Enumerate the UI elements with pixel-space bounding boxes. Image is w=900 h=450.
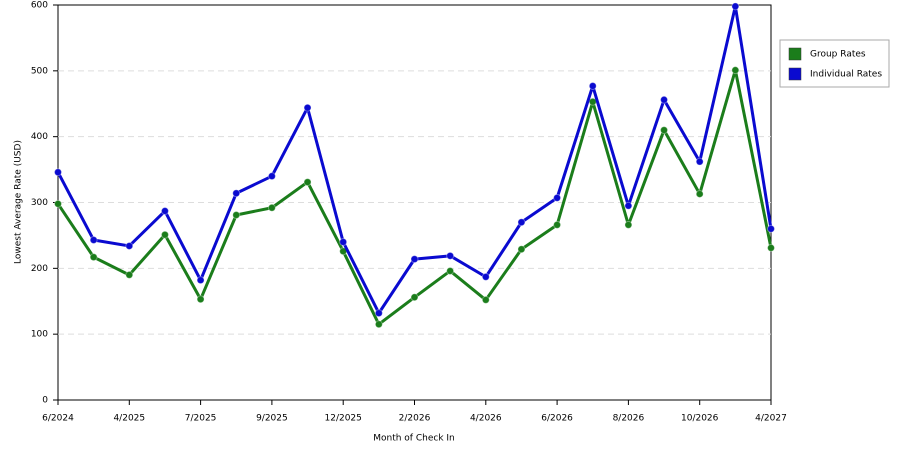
x-tick-label: 4/2026 xyxy=(470,414,502,424)
point xyxy=(89,253,98,262)
x-tick-label: 4/2025 xyxy=(113,414,145,424)
point xyxy=(517,218,526,227)
legend-swatch xyxy=(788,67,802,81)
point xyxy=(695,189,704,198)
legend-label: Individual Rates xyxy=(810,70,882,80)
point xyxy=(410,255,419,264)
point xyxy=(125,270,134,279)
point xyxy=(695,157,704,166)
point xyxy=(54,168,62,177)
point xyxy=(303,103,312,112)
point xyxy=(125,241,134,250)
x-tick-label: 7/2025 xyxy=(185,414,217,424)
x-tick-label: 8/2026 xyxy=(613,414,645,424)
point xyxy=(303,178,312,187)
point xyxy=(481,295,490,304)
point xyxy=(767,224,775,233)
point xyxy=(731,66,740,75)
point xyxy=(196,276,205,285)
point xyxy=(232,189,241,198)
point xyxy=(160,207,169,216)
x-tick-label: 6/2026 xyxy=(541,414,573,424)
legend-swatch xyxy=(788,47,802,61)
y-tick-label: 600 xyxy=(31,1,48,11)
y-tick-label: 100 xyxy=(31,330,48,340)
point xyxy=(446,266,455,275)
point xyxy=(267,172,276,181)
x-tick-label: 12/2025 xyxy=(325,414,362,424)
point xyxy=(232,211,241,220)
y-tick-label: 400 xyxy=(31,132,48,142)
point xyxy=(553,220,562,229)
point xyxy=(196,295,205,304)
point xyxy=(588,81,597,90)
series-line xyxy=(56,68,773,326)
plot-frame xyxy=(57,4,772,401)
y-tick-label: 300 xyxy=(31,198,48,208)
point xyxy=(660,95,669,104)
point xyxy=(160,230,169,239)
point xyxy=(553,193,562,202)
point xyxy=(624,201,633,210)
x-tick-label: 6/2024 xyxy=(42,414,74,424)
point xyxy=(624,220,633,229)
point xyxy=(339,238,348,246)
point xyxy=(481,272,490,281)
point xyxy=(54,199,62,208)
point xyxy=(410,293,419,302)
point xyxy=(767,243,775,252)
x-tick-label: 4/2027 xyxy=(755,414,787,424)
point xyxy=(446,251,455,260)
y-tick-label: 500 xyxy=(31,66,48,76)
point xyxy=(267,203,276,212)
series-line xyxy=(56,4,773,315)
y-tick-label: 0 xyxy=(42,396,48,406)
point xyxy=(731,2,740,11)
point xyxy=(660,126,669,135)
point xyxy=(374,309,383,318)
x-tick-label: 10/2026 xyxy=(681,414,719,424)
x-axis-title: Month of Check In xyxy=(373,434,455,444)
point xyxy=(374,320,383,329)
x-tick-label: 9/2025 xyxy=(256,414,288,424)
y-tick-label: 200 xyxy=(31,264,48,274)
point xyxy=(89,236,98,245)
point xyxy=(517,245,526,254)
legend-label: Group Rates xyxy=(810,50,866,60)
y-axis-title: Lowest Average Rate (USD) xyxy=(14,140,24,264)
x-tick-label: 2/2026 xyxy=(399,414,431,424)
